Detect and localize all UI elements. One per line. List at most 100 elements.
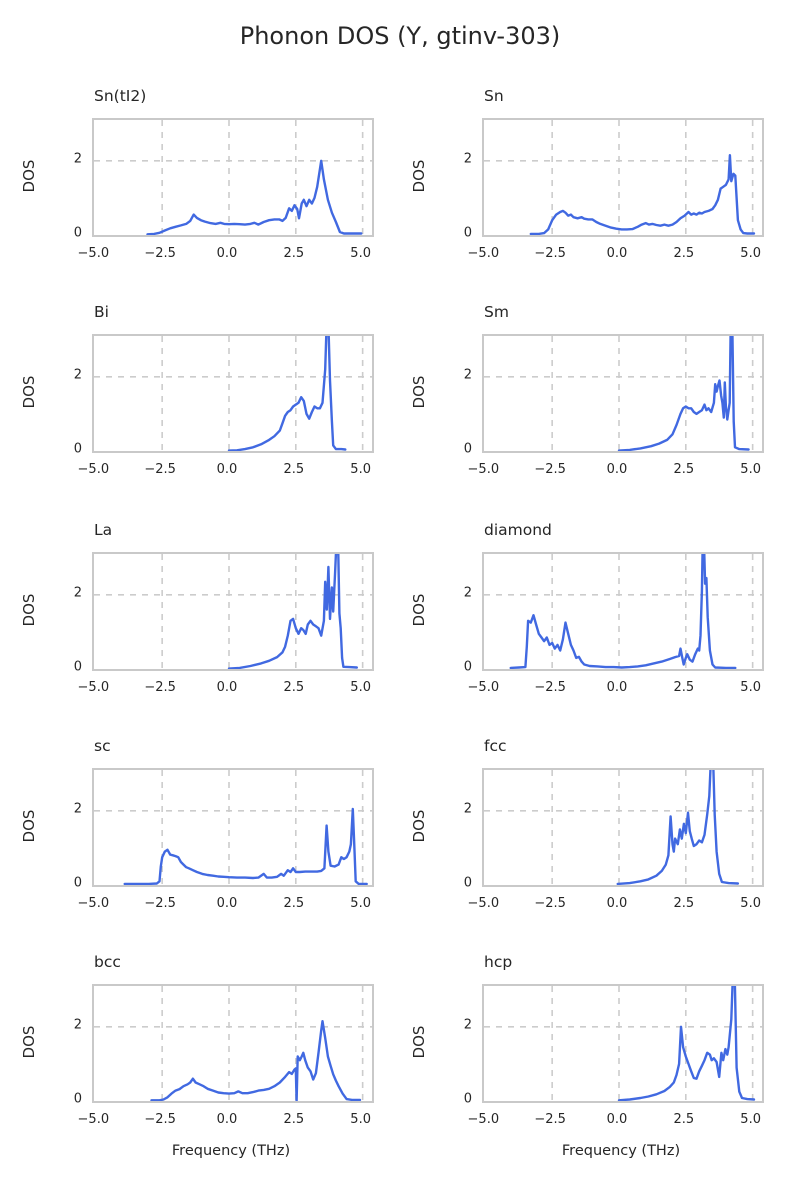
subplot-title: Sn(tI2) [94,87,147,105]
x-tick-label: −5.0 [77,462,110,477]
y-tick-label: 2 [463,585,472,601]
x-tick-label: 2.5 [283,462,305,477]
x-tick-label: 5.0 [350,896,371,911]
y-axis-label: DOS [20,809,38,842]
y-axis-label: DOS [20,593,38,626]
figure-title: Phonon DOS (Y, gtinv-303) [239,22,561,50]
x-axis-label: Frequency (THz) [561,1143,681,1159]
dos-curve [227,554,358,669]
y-tick-label: 0 [73,659,82,675]
subplot-title: Sm [484,303,509,321]
y-tick-label: 2 [463,801,472,817]
plot-canvas [484,986,762,1101]
x-tick-label: −5.0 [467,1112,500,1127]
plot-canvas [94,770,372,885]
x-tick-label: 0.0 [216,462,238,477]
x-tick-label: −2.5 [534,680,566,695]
x-tick-label: 5.0 [740,246,761,261]
x-tick-label: −2.5 [144,680,176,695]
x-tick-label: −5.0 [467,896,500,911]
x-tick-label: 0.0 [606,1112,628,1127]
x-tick-label: 2.5 [673,896,695,911]
dos-curve [616,770,740,885]
subplot-title: hcp [484,953,513,971]
x-tick-label: 0.0 [216,896,238,911]
y-tick-label: 2 [73,367,82,383]
y-axis-label: DOS [410,809,428,842]
y-axis-label: DOS [20,375,38,408]
subplot-title: Bi [94,303,109,321]
y-tick-label: 2 [463,1017,472,1033]
dos-curve [123,807,368,885]
x-tick-label: −2.5 [534,246,566,261]
x-tick-label: 5.0 [740,896,761,911]
y-tick-label: 2 [73,151,82,167]
x-tick-label: −5.0 [467,680,500,695]
subplot-title: sc [94,737,111,755]
y-tick-label: 0 [463,225,472,241]
x-tick-label: −2.5 [144,1112,176,1127]
x-tick-label: 5.0 [350,246,371,261]
x-tick-label: 0.0 [606,246,628,261]
dos-curve [509,554,737,669]
x-tick-label: 0.0 [216,1112,238,1127]
x-tick-label: 2.5 [283,896,305,911]
y-tick-label: 0 [73,441,82,457]
subplot-title: fcc [484,737,507,755]
plot-area [92,118,374,237]
x-tick-label: 5.0 [350,462,371,477]
y-axis-label: DOS [410,1025,428,1058]
x-axis-label: Frequency (THz) [171,1143,291,1159]
dos-curve [146,159,363,235]
subplot-title: diamond [484,521,552,539]
plot-area [482,334,764,453]
y-tick-label: 0 [73,225,82,241]
dos-curve [617,336,750,451]
plot-area [482,768,764,887]
plot-canvas [484,336,762,451]
y-tick-label: 2 [463,367,472,383]
x-tick-label: 2.5 [673,246,695,261]
x-tick-label: 2.5 [283,246,305,261]
x-tick-label: 0.0 [606,896,628,911]
x-tick-label: 2.5 [673,462,695,477]
y-tick-label: 2 [73,1017,82,1033]
y-tick-label: 2 [463,151,472,167]
x-tick-label: 5.0 [740,462,761,477]
x-tick-label: −2.5 [534,462,566,477]
x-tick-label: 0.0 [606,680,628,695]
x-tick-label: −5.0 [77,896,110,911]
y-tick-label: 0 [73,1091,82,1107]
x-tick-label: −5.0 [77,680,110,695]
plot-canvas [484,770,762,885]
x-tick-label: −5.0 [467,462,500,477]
x-tick-label: 5.0 [350,680,371,695]
y-axis-label: DOS [410,593,428,626]
plot-canvas [484,120,762,235]
x-tick-label: −5.0 [467,246,500,261]
plot-area [482,984,764,1103]
y-tick-label: 0 [463,441,472,457]
x-tick-label: 0.0 [216,680,238,695]
plot-area [92,984,374,1103]
x-tick-label: 5.0 [740,1112,761,1127]
y-tick-label: 0 [73,875,82,891]
y-axis-label: DOS [410,375,428,408]
x-tick-label: 2.5 [673,680,695,695]
subplot-title: La [94,521,113,539]
dos-curve [529,154,756,235]
y-tick-label: 0 [463,659,472,675]
y-tick-label: 2 [73,801,82,817]
x-tick-label: −2.5 [144,896,176,911]
y-axis-label: DOS [410,159,428,192]
plot-area [92,552,374,671]
dos-curve [617,986,756,1101]
x-tick-label: 2.5 [283,1112,305,1127]
y-tick-label: 0 [463,1091,472,1107]
y-tick-label: 0 [463,875,472,891]
plot-area [482,552,764,671]
x-tick-label: 5.0 [740,680,761,695]
x-tick-label: −5.0 [77,246,110,261]
y-tick-label: 2 [73,585,82,601]
